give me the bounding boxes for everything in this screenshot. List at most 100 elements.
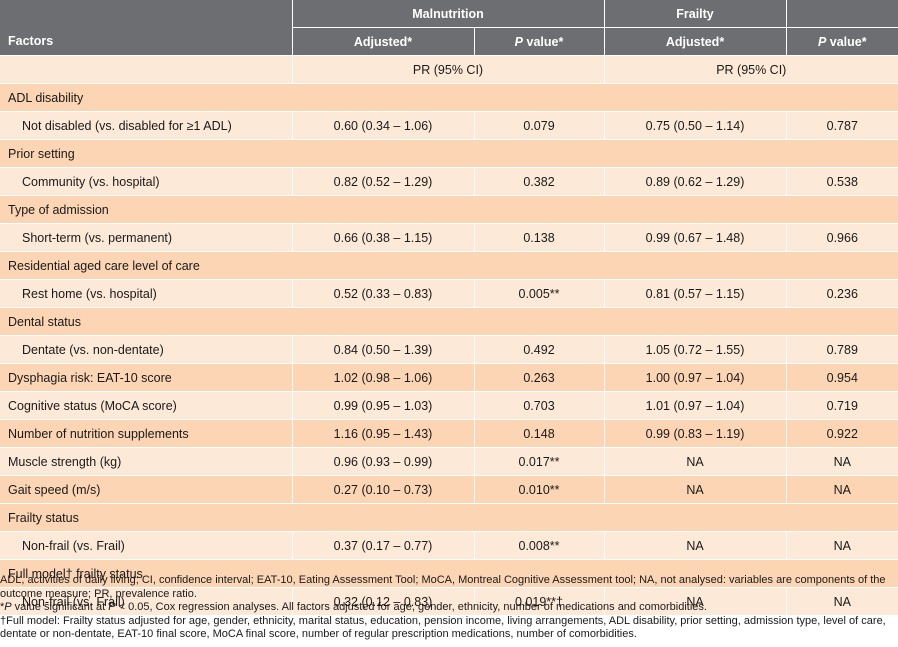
section-row: Dental status (0, 307, 898, 336)
column-header-factors: Factors (0, 27, 292, 56)
table-row: Cognitive status (MoCA score) 0.99 (0.95 … (0, 391, 898, 420)
footnote-p-italic: P (4, 601, 12, 614)
group-header-frailty-end (785, 0, 898, 28)
mal-pvalue-cell: 0.017** (473, 447, 605, 476)
mal-pvalue-cell: 0.079 (473, 111, 605, 140)
measure-label-malnutrition: PR (95% CI) (291, 55, 605, 84)
factor-label: Cognitive status (MoCA score) (0, 391, 292, 420)
section-label: Frailty status (0, 503, 898, 532)
mal-pvalue-cell: 0.492 (473, 335, 605, 364)
fra-pr-cell: 0.89 (0.62 – 1.29) (603, 167, 787, 196)
fra-pvalue-cell: 0.966 (785, 223, 898, 252)
column-header-mal-adjusted: Adjusted* (291, 27, 474, 56)
pvalue-p-letter: P (514, 34, 524, 49)
table-row: Dentate (vs. non-dentate) 0.84 (0.50 – 1.… (0, 335, 898, 364)
footnote-significance: *P value significant at P < 0.05, Cox re… (0, 601, 892, 615)
measure-row: PR (95% CI) PR (95% CI) (0, 55, 898, 84)
section-row: Frailty status (0, 503, 898, 532)
measure-blank (0, 55, 292, 84)
mal-pr-cell: 1.16 (0.95 – 1.43) (291, 419, 474, 448)
section-row: ADL disability (0, 83, 898, 112)
section-label: Residential aged care level of care (0, 251, 898, 280)
table-row: Non-frail (vs. Frail) 0.32 (0.12 – 0.83) 0… (0, 587, 898, 615)
fra-pr-cell: 1.00 (0.97 – 1.04) (603, 363, 787, 392)
fra-pr-cell: 0.75 (0.50 – 1.14) (603, 111, 787, 140)
mal-pvalue-cell: 0.148 (473, 419, 605, 448)
fra-pr-cell: NA (603, 447, 787, 476)
table-row: Community (vs. hospital) 0.82 (0.52 – 1.2… (0, 167, 898, 196)
fra-pvalue-cell: 0.719 (785, 391, 898, 420)
mal-pr-cell: 0.37 (0.17 – 0.77) (291, 531, 474, 560)
mal-pr-cell: 0.96 (0.93 – 0.99) (291, 447, 474, 476)
mal-pvalue-cell: 0.138 (473, 223, 605, 252)
section-label: ADL disability (0, 83, 898, 112)
section-row: Type of admission (0, 195, 898, 224)
table-row: Non-frail (vs. Frail) 0.37 (0.17 – 0.77) 0… (0, 531, 898, 560)
fra-pr-cell: 0.99 (0.67 – 1.48) (603, 223, 787, 252)
fra-pr-cell: 0.81 (0.57 – 1.15) (603, 279, 787, 308)
factor-label: Short-term (vs. permanent) (0, 223, 292, 252)
table-row: Not disabled (vs. disabled for ≥1 ADL) 0.… (0, 111, 898, 140)
section-row: Full model† frailty status (0, 559, 898, 588)
factor-label: Non-frail (vs. Frail) (0, 587, 292, 615)
section-label: Prior setting (0, 139, 898, 168)
fra-pr-cell: NA (603, 587, 787, 615)
mal-pr-cell: 0.52 (0.33 – 0.83) (291, 279, 474, 308)
section-row: Residential aged care level of care (0, 251, 898, 280)
table-row: Gait speed (m/s) 0.27 (0.10 – 0.73) 0.010*… (0, 475, 898, 504)
mal-pr-cell: 0.27 (0.10 – 0.73) (291, 475, 474, 504)
fra-pr-cell: 1.05 (0.72 – 1.55) (603, 335, 787, 364)
table-header: Malnutrition Frailty Factors Adjusted* P… (0, 0, 898, 56)
factor-label: Dysphagia risk: EAT-10 score (0, 363, 292, 392)
fra-pvalue-cell: 0.922 (785, 419, 898, 448)
footnote-full-model: †Full model: Frailty status adjusted for… (0, 614, 886, 641)
group-header-malnutrition: Malnutrition (291, 0, 605, 28)
mal-pvalue-cell: 0.382 (473, 167, 605, 196)
fra-pvalue-cell: 0.538 (785, 167, 898, 196)
table-body: PR (95% CI) PR (95% CI) ADL disability No… (0, 55, 898, 615)
fra-pvalue-cell: NA (785, 531, 898, 560)
header-blank (0, 0, 292, 28)
factor-label: Non-frail (vs. Frail) (0, 531, 292, 560)
column-header-mal-pvalue: P value* (473, 27, 605, 56)
section-label: Full model† frailty status (0, 559, 898, 588)
column-header-fra-pvalue: P value* (785, 27, 898, 56)
table-row: Muscle strength (kg) 0.96 (0.93 – 0.99) 0.… (0, 447, 898, 476)
factor-label: Community (vs. hospital) (0, 167, 292, 196)
results-table: Malnutrition Frailty Factors Adjusted* P… (0, 0, 898, 615)
factor-label: Number of nutrition supplements (0, 419, 292, 448)
measure-label-frailty: PR (95% CI) (603, 55, 898, 84)
mal-pvalue-cell: 0.703 (473, 391, 605, 420)
factor-label: Muscle strength (kg) (0, 447, 292, 476)
footnote-star: * (0, 601, 5, 614)
footnote-text: value significant at (11, 601, 109, 614)
section-row: Prior setting (0, 139, 898, 168)
table-row: Short-term (vs. permanent) 0.66 (0.38 – 1… (0, 223, 898, 252)
section-label: Dental status (0, 307, 898, 336)
header-column-row: Factors Adjusted* P value* Adjusted* P v… (0, 27, 898, 56)
mal-pvalue-cell: 0.263 (473, 363, 605, 392)
mal-pr-cell: 0.66 (0.38 – 1.15) (291, 223, 474, 252)
table-footnotes: ADL, activities of daily living; CI, con… (0, 574, 892, 642)
table-row: Rest home (vs. hospital) 0.52 (0.33 – 0.8… (0, 279, 898, 308)
section-label: Type of admission (0, 195, 898, 224)
fra-pvalue-cell: 0.789 (785, 335, 898, 364)
header-group-row: Malnutrition Frailty (0, 0, 898, 28)
mal-pvalue-cell: 0.008** (473, 531, 605, 560)
mal-pvalue-cell: 0.010** (473, 475, 605, 504)
fra-pr-cell: NA (603, 475, 787, 504)
fra-pvalue-cell: NA (785, 447, 898, 476)
factor-label: Dentate (vs. non-dentate) (0, 335, 292, 364)
mal-pr-cell: 0.32 (0.12 – 0.83) (291, 587, 474, 615)
mal-pr-cell: 0.99 (0.95 – 1.03) (291, 391, 474, 420)
mal-pr-cell: 0.84 (0.50 – 1.39) (291, 335, 474, 364)
fra-pvalue-cell: NA (785, 475, 898, 504)
factor-label: Rest home (vs. hospital) (0, 279, 292, 308)
factor-label: Gait speed (m/s) (0, 475, 292, 504)
fra-pr-cell: 1.01 (0.97 – 1.04) (603, 391, 787, 420)
fra-pvalue-cell: 0.787 (785, 111, 898, 140)
mal-pvalue-cell: 0.019**† (473, 587, 605, 615)
fra-pvalue-cell: 0.954 (785, 363, 898, 392)
mal-pvalue-cell: 0.005** (473, 279, 605, 308)
